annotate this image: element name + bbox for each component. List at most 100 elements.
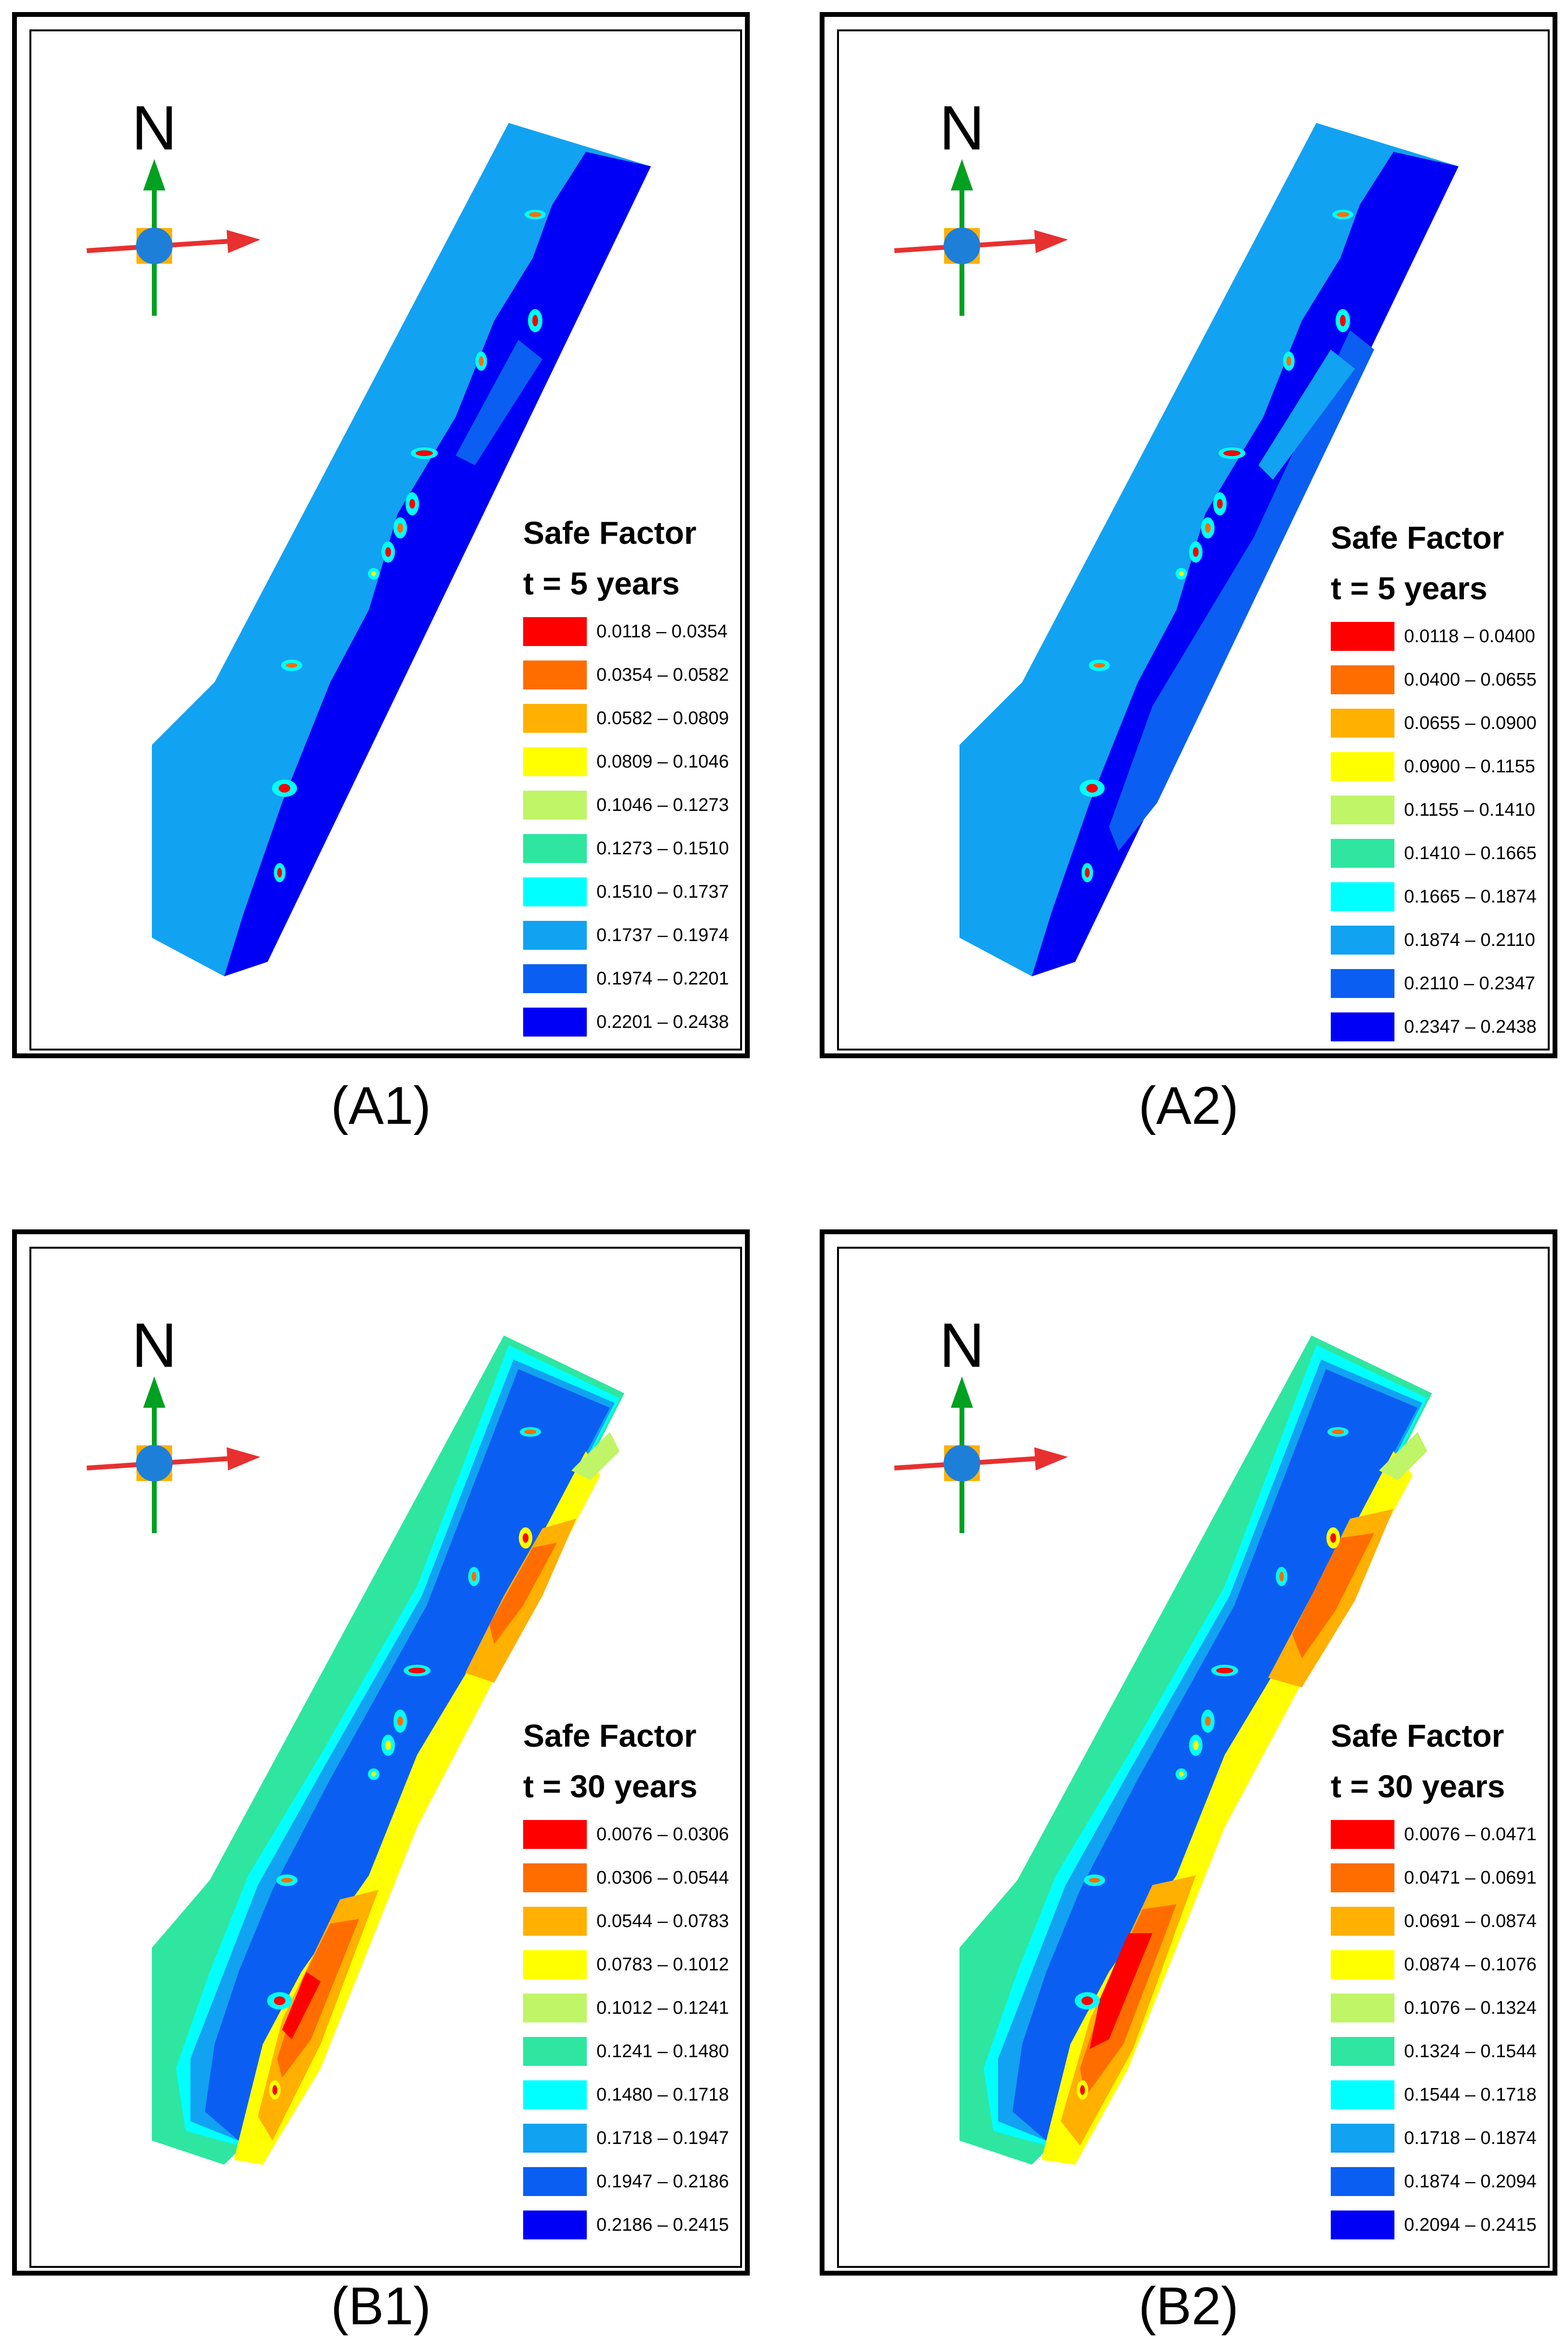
legend-swatch	[1331, 2167, 1394, 2196]
compass-icon	[894, 159, 1068, 316]
legend-label: 0.0471 – 0.0691	[1404, 1867, 1537, 1888]
legend-swatch	[523, 1994, 587, 2022]
legend-label: 0.0076 – 0.0471	[1404, 1824, 1537, 1845]
legend-label: 0.0582 – 0.0809	[596, 708, 729, 728]
map-frame: N Safe Factor t = 5 years 0.0118 – 0.035…	[12, 12, 750, 1058]
legend-swatch	[1331, 1950, 1394, 1979]
legend-swatch	[523, 877, 587, 906]
legend-row: 0.0655 – 0.0900	[1331, 701, 1553, 745]
legend-row: 0.1974 – 0.2201	[523, 957, 745, 1000]
legend-row: 0.1324 – 0.1544	[1331, 2030, 1553, 2073]
hotspots	[1075, 1427, 1349, 2100]
legend-title: Safe Factor	[1331, 1718, 1504, 1753]
legend-label: 0.1076 – 0.1324	[1404, 1997, 1537, 2018]
legend-time: t = 5 years	[1331, 570, 1487, 606]
legend-row: 0.1046 – 0.1273	[523, 783, 745, 827]
panel-caption: (A1)	[331, 1076, 431, 1135]
legend-title: Safe Factor	[523, 515, 697, 551]
legend-row: 0.1241 – 0.1480	[523, 2030, 745, 2073]
legend: Safe Factor t = 30 years 0.0076 – 0.0471…	[1331, 1712, 1553, 2247]
legend-title: Safe Factor	[1331, 520, 1504, 555]
band-orange	[489, 1543, 557, 1644]
legend-label: 0.1480 – 0.1718	[596, 2084, 729, 2105]
legend-label: 0.1155 – 0.1410	[1404, 799, 1535, 820]
panel-caption: (A2)	[1138, 1076, 1239, 1135]
legend-label: 0.1544 – 0.1718	[1404, 2084, 1537, 2105]
legend-swatch	[523, 1907, 587, 1936]
legend-label: 0.0655 – 0.0900	[1404, 713, 1537, 733]
legend-swatch	[1331, 2037, 1394, 2066]
legend-label: 0.1241 – 0.1480	[596, 2041, 729, 2062]
band-red	[1090, 1933, 1152, 2049]
legend-row: 0.0783 – 0.1012	[523, 1943, 745, 1986]
panel-a1: N Safe Factor t = 5 years 0.0118 – 0.035…	[12, 12, 750, 1169]
legend-row: 0.0471 – 0.0691	[1331, 1856, 1553, 1900]
legend-label: 0.1718 – 0.1874	[1404, 2128, 1537, 2148]
legend-row: 0.0118 – 0.0400	[1331, 615, 1553, 658]
legend-label: 0.2347 – 0.2438	[1404, 1016, 1537, 1037]
legend-row: 0.0076 – 0.0471	[1331, 1813, 1553, 1856]
legend-row: 0.1273 – 0.1510	[523, 827, 745, 870]
legend-label: 0.1874 – 0.2094	[1404, 2171, 1537, 2192]
legend-row: 0.1874 – 0.2094	[1331, 2160, 1553, 2203]
legend-swatch	[523, 747, 587, 776]
legend-row: 0.0874 – 0.1076	[1331, 1943, 1553, 1986]
region-mid	[456, 340, 542, 465]
legend-label: 0.0076 – 0.0306	[596, 1824, 729, 1845]
legend-label: 0.0306 – 0.0544	[596, 1867, 729, 1888]
legend-row: 0.1510 – 0.1737	[523, 870, 745, 914]
map-a1	[86, 123, 651, 976]
legend-swatch	[1331, 2080, 1394, 2109]
legend-swatch	[523, 617, 587, 646]
legend-label: 0.2186 – 0.2415	[596, 2214, 729, 2235]
legend-row: 0.2347 – 0.2438	[1331, 1005, 1553, 1049]
band-green	[571, 1432, 620, 1480]
map-area: N Safe Factor t = 30 years 0.0076 – 0.03…	[29, 1247, 742, 2268]
legend-swatch	[1331, 1012, 1394, 1041]
legend-swatch	[1331, 665, 1394, 694]
legend-swatch	[523, 921, 587, 950]
legend-swatch	[1331, 752, 1394, 781]
legend-label: 0.1046 – 0.1273	[596, 795, 729, 815]
legend-row: 0.0306 – 0.0544	[523, 1856, 745, 1900]
legend-row: 0.2186 – 0.2415	[523, 2203, 745, 2247]
legend-swatch	[523, 1863, 587, 1892]
legend-label: 0.0354 – 0.0582	[596, 664, 729, 685]
legend-swatch	[523, 2210, 587, 2239]
legend-row: 0.2110 – 0.2347	[1331, 962, 1553, 1005]
legend-swatch	[1331, 1907, 1394, 1936]
legend-label: 0.0809 – 0.1046	[596, 751, 729, 772]
legend-swatch	[523, 2124, 587, 2153]
region-dark	[224, 152, 651, 976]
region-blue	[205, 1369, 610, 2141]
region-mid-2	[1258, 350, 1355, 480]
legend-swatch	[523, 2167, 587, 2196]
legend-row: 0.1012 – 0.1241	[523, 1986, 745, 2030]
region-mid	[1109, 330, 1374, 851]
legend-row: 0.1874 – 0.2110	[1331, 918, 1553, 962]
legend-swatch	[1331, 2210, 1394, 2239]
legend: Safe Factor t = 5 years 0.0118 – 0.0400 …	[1331, 513, 1553, 1049]
legend-swatch	[1331, 1994, 1394, 2022]
legend-label: 0.1324 – 0.1544	[1404, 2041, 1537, 2062]
band-red	[282, 1972, 321, 2039]
legend-swatch	[523, 1820, 587, 1849]
legend-label: 0.1273 – 0.1510	[596, 838, 729, 859]
map-frame: N Safe Factor t = 5 years 0.0118 – 0.040…	[820, 12, 1557, 1058]
legend-label: 0.1947 – 0.2186	[596, 2171, 729, 2192]
map-a2	[894, 123, 1459, 976]
legend-row: 0.0900 – 0.1155	[1331, 745, 1553, 788]
legend: Safe Factor t = 30 years 0.0076 – 0.0306…	[523, 1712, 745, 2247]
legend-label: 0.0118 – 0.0354	[596, 621, 728, 642]
legend-row: 0.1737 – 0.1974	[523, 914, 745, 957]
legend-swatch	[523, 2037, 587, 2066]
map-area: N Safe Factor t = 5 years 0.0118 – 0.040…	[837, 29, 1550, 1051]
map-b2	[894, 1335, 1432, 2165]
panel-b1: N Safe Factor t = 30 years 0.0076 – 0.03…	[12, 1229, 750, 2338]
legend-swatch	[1331, 2124, 1394, 2153]
legend-row: 0.0809 – 0.1046	[523, 740, 745, 783]
legend-row: 0.0354 – 0.0582	[523, 653, 745, 697]
north-label: N	[939, 1310, 985, 1380]
legend-label: 0.0544 – 0.0783	[596, 1911, 729, 1931]
legend-swatch	[523, 964, 587, 993]
